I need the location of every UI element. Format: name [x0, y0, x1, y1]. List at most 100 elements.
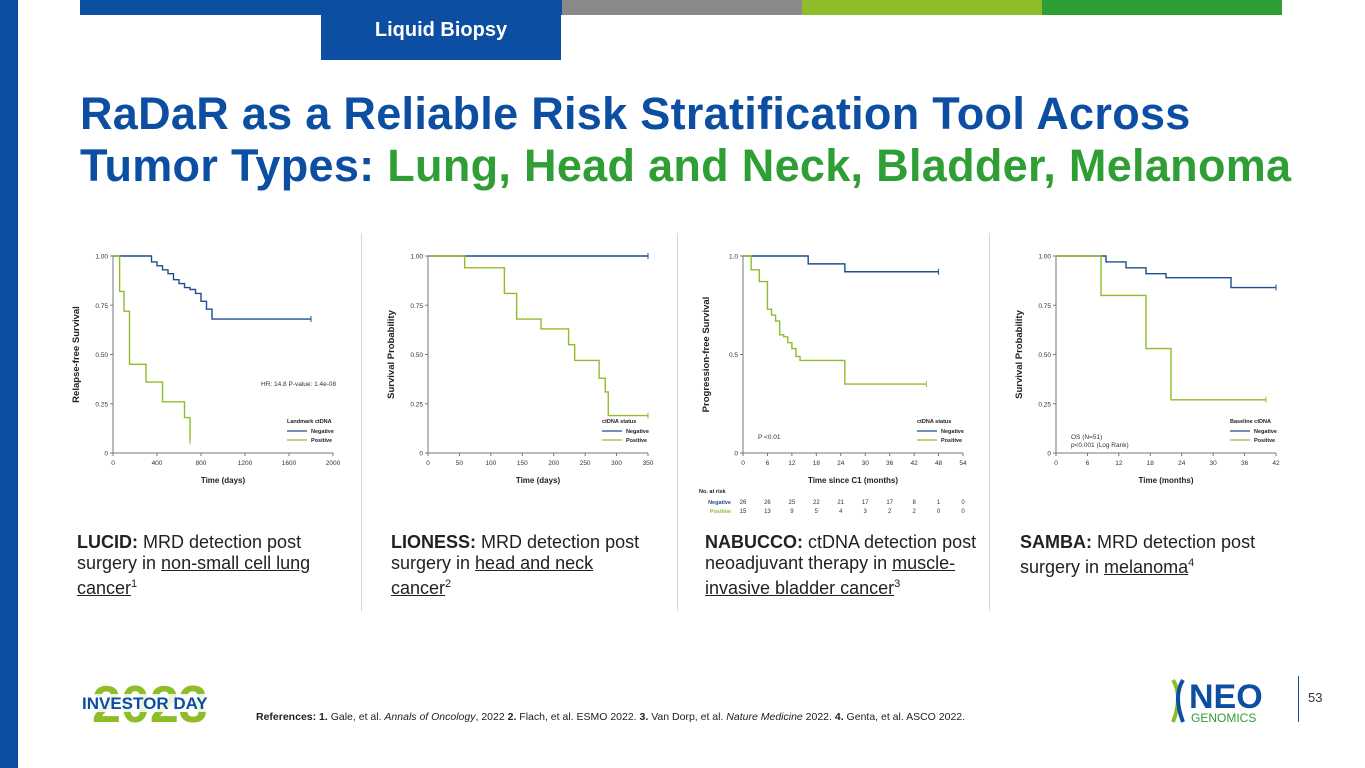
risk-value-positive: 2 [888, 509, 892, 515]
x-axis-title: Time since C1 (months) [808, 476, 898, 485]
risk-table-title: No. at risk [699, 489, 727, 495]
x-tick-label: 42 [910, 460, 918, 467]
investor-label: INVESTOR DAY [82, 694, 208, 713]
ref-num: 2. [507, 711, 517, 723]
y-tick-label: 0.25 [410, 401, 423, 408]
lucid-km-chart: 0 0.25 0.50 0.75 1.00 0 400 800 1200 1600 2000 Time… [71, 254, 340, 486]
y-tick-label: 0.75 [410, 303, 423, 310]
x-tick-label: 48 [935, 460, 943, 467]
risk-value-positive: 3 [864, 509, 868, 515]
caption-indication: muscle-invasive bladder cancer [705, 553, 956, 598]
x-tick-label: 12 [1115, 460, 1123, 467]
caption-ref: 2 [445, 578, 452, 590]
title-line-2: Tumor Types: Lung, Head and Neck, Bladde… [80, 140, 1291, 192]
caption-samba: SAMBA: MRD detection post surgery in mel… [1020, 532, 1280, 578]
legend-title: Baseline ctDNA [1230, 419, 1271, 425]
x-tick-label: 300 [611, 460, 622, 467]
neo-wordmark: NEO [1189, 678, 1263, 716]
y-tick-label: 1.00 [1038, 254, 1051, 261]
y-tick-label: 0.75 [1038, 303, 1051, 310]
x-tick-label: 200 [548, 460, 559, 467]
references: References: 1. Gale, et al. Annals of On… [256, 711, 965, 723]
risk-value-negative: 0 [961, 500, 965, 506]
investor-label-bg [80, 694, 220, 712]
km-curve-negative [113, 255, 311, 320]
caption-study-name: SAMBA: [1020, 532, 1092, 552]
y-tick-label: 0.50 [410, 352, 423, 359]
neogenomics-logo: NEO GENOMICS [1171, 678, 1263, 725]
x-tick-label: 36 [886, 460, 894, 467]
ref-num: 1. [319, 711, 328, 723]
page-number-divider [1298, 676, 1299, 722]
y-axis-title: Relapse-free Survival [71, 306, 82, 403]
legend-label-positive: Positive [311, 438, 332, 444]
ref-text: Flach, et al. ESMO 2022. [516, 711, 640, 723]
risk-value-negative: 22 [813, 500, 820, 506]
risk-value-negative: 26 [740, 500, 747, 506]
x-tick-label: 18 [813, 460, 821, 467]
ref-text: Van Dorp, et al. [648, 711, 727, 723]
samba-km-chart: 0 0.25 0.50 0.75 1.00 0 6 12 18 24 30 36 42 Time (mon… [1014, 254, 1280, 486]
y-axis-title: Survival Probability [1014, 309, 1025, 398]
y-tick-label: 0 [734, 451, 738, 458]
references-label: References: [256, 711, 320, 723]
top-bar-gray [562, 0, 802, 15]
x-tick-label: 400 [152, 460, 163, 467]
x-tick-label: 30 [862, 460, 870, 467]
y-tick-label: 0.50 [95, 352, 108, 359]
y-tick-label: 1.00 [95, 254, 108, 261]
caption-nabucco: NABUCCO: ctDNA detection post neoadjuvan… [705, 532, 980, 599]
x-tick-label: 0 [741, 460, 745, 467]
caption-indication: melanoma [1104, 557, 1189, 577]
y-tick-label: 0 [104, 451, 108, 458]
x-tick-label: 42 [1272, 460, 1280, 467]
y-tick-label: 0.25 [1038, 401, 1051, 408]
caption-study-name: LUCID: [77, 532, 138, 552]
risk-value-positive: 9 [790, 509, 794, 515]
km-curve-positive [113, 255, 191, 442]
risk-value-positive: 5 [815, 509, 819, 515]
top-bar-lime [802, 0, 1042, 15]
y-tick-label: 0.75 [95, 303, 108, 310]
risk-value-positive: 2 [912, 509, 916, 515]
x-tick-label: 24 [837, 460, 845, 467]
chart-annotation: OS (N=51) [1071, 434, 1102, 441]
risk-value-negative: 21 [837, 500, 844, 506]
slide-title: RaDaR as a Reliable Risk Stratification … [80, 88, 1291, 192]
x-tick-label: 6 [766, 460, 770, 467]
risk-row-label-negative: Negative [708, 500, 731, 506]
km-curve-positive [428, 255, 648, 417]
x-tick-label: 1600 [282, 460, 297, 467]
divider [361, 233, 362, 611]
km-curve-positive [743, 255, 927, 385]
y-tick-label: 1.00 [410, 254, 423, 261]
x-tick-label: 150 [517, 460, 528, 467]
divider [677, 233, 678, 611]
legend-title: Landmark ctDNA [287, 419, 332, 425]
caption-indication: non-small cell lung cancer [77, 553, 311, 598]
y-tick-label: 1.0 [729, 254, 738, 261]
y-axis-title: Survival Probability [386, 309, 397, 398]
risk-value-negative: 17 [886, 500, 893, 506]
caption-study-name: LIONESS: [391, 532, 477, 552]
x-tick-label: 800 [196, 460, 207, 467]
risk-value-negative: 25 [789, 500, 796, 506]
x-tick-label: 54 [959, 460, 967, 467]
caption-lucid: LUCID: MRD detection post surgery in non… [77, 532, 327, 599]
caption-ref: 4 [1188, 557, 1195, 569]
x-tick-label: 6 [1086, 460, 1090, 467]
km-curve-positive [1056, 255, 1266, 401]
caption-text: MRD detection post surgery in [391, 532, 640, 573]
caption-lioness: LIONESS: MRD detection post surgery in h… [391, 532, 641, 599]
section-tab-label: Liquid Biopsy [374, 18, 508, 41]
x-tick-label: 350 [643, 460, 654, 467]
top-bar-green [1042, 0, 1282, 15]
x-tick-label: 36 [1241, 460, 1249, 467]
chart-annotation: P <0.01 [758, 434, 781, 441]
risk-value-negative: 26 [764, 500, 771, 506]
y-tick-label: 0.50 [1038, 352, 1051, 359]
risk-value-positive: 0 [937, 509, 941, 515]
caption-text: MRD detection post surgery in [1020, 532, 1256, 577]
ref-num: 4. [834, 711, 844, 723]
